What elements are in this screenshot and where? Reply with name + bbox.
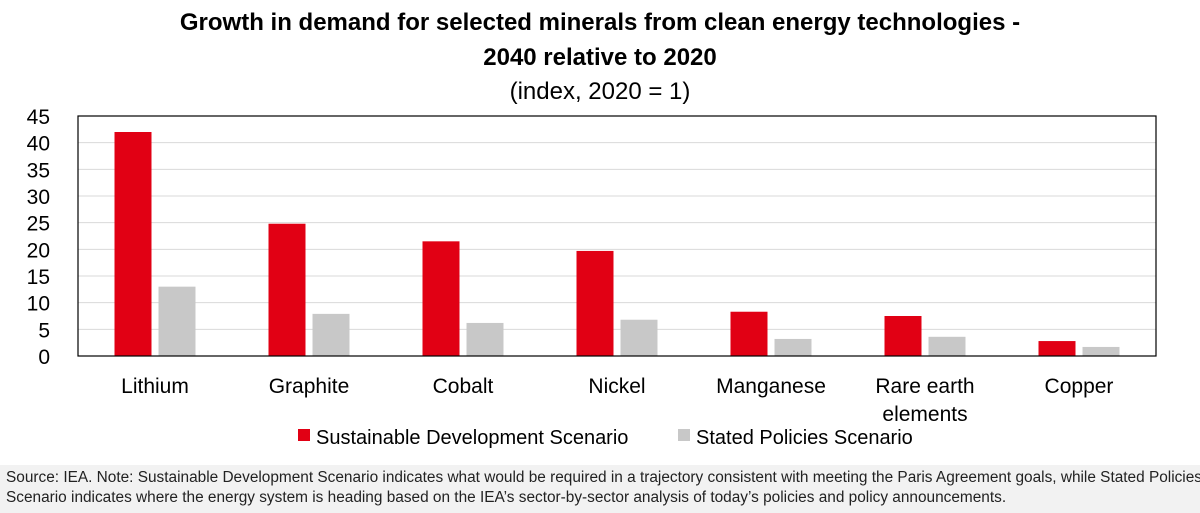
y-tick-label: 15 [27, 266, 50, 289]
plot-area-border [77, 115, 1157, 357]
bar-sds [1038, 341, 1076, 356]
bar-steps [158, 286, 196, 356]
y-tick-label: 10 [27, 293, 50, 316]
bar-sds [576, 250, 614, 356]
bar-sds [730, 311, 768, 356]
source-note: Source: IEA. Note: Sustainable Developme… [0, 465, 1200, 513]
legend-swatch [298, 429, 310, 441]
bar-chart: 0 5 10 15 20 25 30 35 40 45 Lithium Graphite Cobalt… [27, 106, 1157, 449]
chart-title-line-1: Growth in demand for selected minerals f… [179, 9, 1021, 36]
bar-steps [312, 313, 350, 356]
x-category-label: Nickel [588, 375, 645, 398]
y-axis: 0 5 10 15 20 25 30 35 40 45 [27, 106, 50, 369]
y-tick-label: 35 [27, 159, 50, 182]
legend-swatch [678, 429, 690, 441]
y-tick-label: 0 [38, 346, 50, 369]
x-category-label: Copper [1045, 375, 1114, 398]
bar-steps [620, 319, 658, 356]
legend-label: Stated Policies Scenario [696, 427, 913, 449]
x-category-label: Cobalt [433, 375, 494, 398]
y-tick-label: 25 [27, 213, 50, 236]
bar-steps [466, 322, 504, 356]
y-tick-label: 30 [27, 186, 50, 209]
bar-sds [884, 316, 922, 356]
legend: Sustainable Development Scenario Stated P… [298, 427, 913, 449]
chart-subtitle: (index, 2020 = 1) [509, 78, 691, 105]
bar-sds [114, 132, 152, 356]
x-category-label: elements [882, 403, 967, 426]
x-category-label: Lithium [121, 375, 189, 398]
bar-sds [422, 241, 460, 356]
x-category-label: Graphite [269, 375, 350, 398]
source-note-line-2: Scenario indicates where the energy syst… [6, 489, 1007, 506]
x-axis: Lithium Graphite Cobalt Nickel Manganese Rare… [121, 375, 1113, 426]
bar-steps [1082, 346, 1120, 356]
x-category-label: Rare earth [875, 375, 974, 398]
y-tick-label: 40 [27, 133, 50, 156]
bars [114, 132, 1120, 356]
x-category-label: Manganese [716, 375, 826, 398]
legend-label: Sustainable Development Scenario [316, 427, 628, 449]
y-tick-label: 20 [27, 239, 50, 262]
bar-steps [774, 338, 812, 356]
y-tick-label: 45 [27, 106, 50, 129]
source-note-line-1: Source: IEA. Note: Sustainable Developme… [6, 469, 1200, 486]
gridlines [78, 142, 1156, 330]
bar-sds [268, 223, 306, 356]
y-tick-label: 5 [38, 319, 50, 342]
chart-title-line-2: 2040 relative to 2020 [483, 44, 717, 71]
bar-steps [928, 336, 966, 356]
